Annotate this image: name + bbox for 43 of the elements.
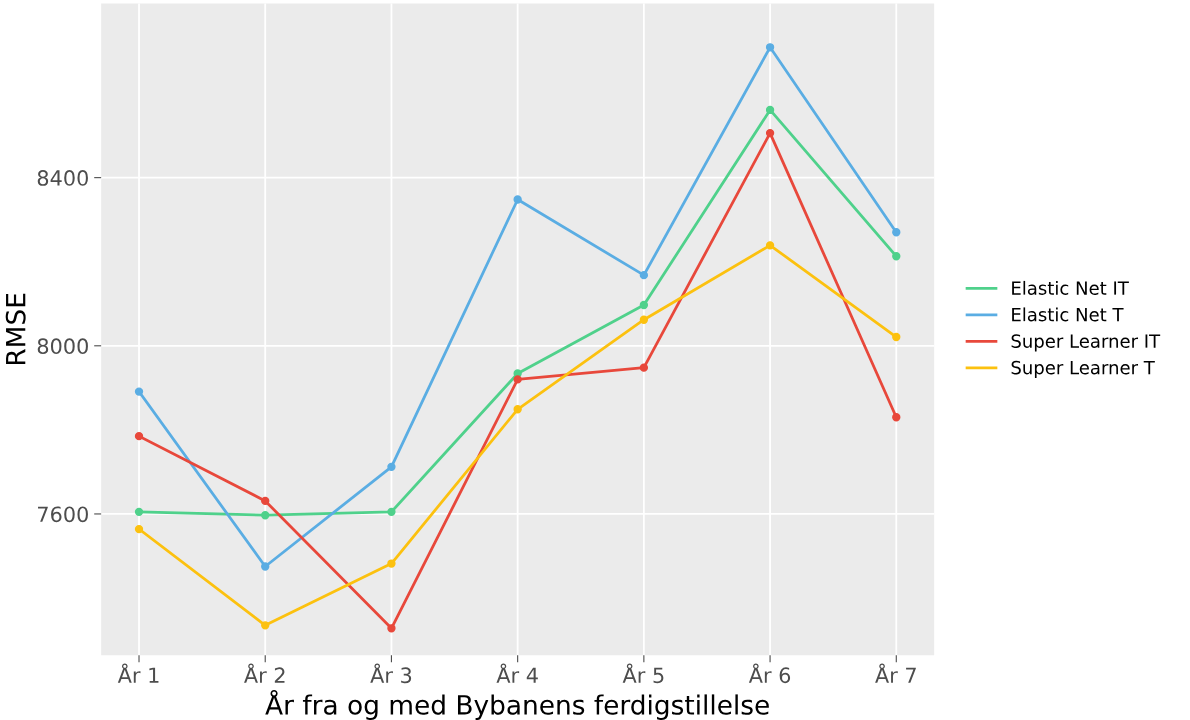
x-axis-title: År fra og med Bybanens ferdigstillelse bbox=[265, 689, 769, 720]
point bbox=[639, 271, 649, 280]
point bbox=[134, 507, 144, 517]
point bbox=[513, 405, 522, 414]
point bbox=[892, 413, 901, 422]
y-tick-label: 8000 bbox=[37, 338, 88, 355]
point bbox=[765, 43, 775, 52]
point bbox=[639, 363, 649, 372]
point bbox=[639, 315, 649, 324]
y-axis-title: RMSE bbox=[5, 293, 26, 365]
point bbox=[387, 462, 396, 472]
legend-label: Super Learner T bbox=[1011, 360, 1155, 378]
point bbox=[639, 300, 649, 310]
point bbox=[387, 624, 396, 633]
point bbox=[261, 496, 270, 506]
point bbox=[261, 562, 270, 571]
point bbox=[892, 252, 901, 261]
x-tick-label: År 3 bbox=[370, 663, 412, 684]
point bbox=[261, 621, 270, 630]
point bbox=[134, 387, 144, 396]
x-tick-label: År 2 bbox=[244, 663, 285, 683]
x-tick-label: År 7 bbox=[875, 663, 916, 683]
point bbox=[134, 524, 144, 534]
point bbox=[261, 511, 270, 520]
legend-label: Super Learner IT bbox=[1011, 334, 1161, 352]
point bbox=[892, 228, 901, 237]
point bbox=[765, 128, 775, 138]
legend-label: Elastic Net IT bbox=[1012, 280, 1129, 295]
point bbox=[387, 507, 396, 517]
legend-label: Elastic Net T bbox=[1012, 307, 1124, 322]
point bbox=[765, 241, 775, 250]
x-tick-label: År 6 bbox=[748, 663, 791, 684]
point bbox=[892, 332, 901, 342]
point bbox=[513, 375, 522, 384]
point bbox=[134, 432, 144, 441]
x-tick-label: År 4 bbox=[496, 663, 538, 683]
x-tick-label: År 1 bbox=[117, 663, 159, 683]
x-tick-label: År 5 bbox=[622, 663, 664, 684]
point bbox=[513, 195, 522, 204]
point bbox=[387, 559, 396, 568]
point bbox=[765, 105, 775, 115]
y-tick-label: 7600 bbox=[38, 506, 88, 523]
y-tick-label: 8400 bbox=[37, 170, 88, 186]
